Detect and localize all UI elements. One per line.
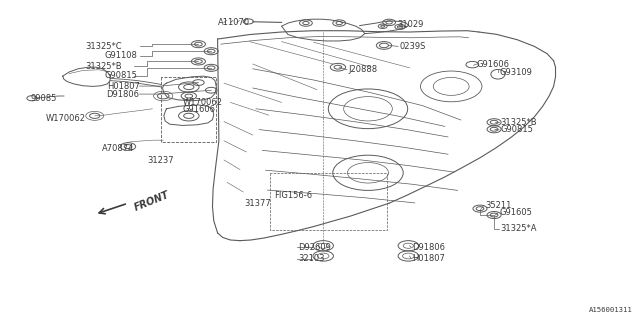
Text: 35211: 35211 xyxy=(485,201,511,210)
Text: 31029: 31029 xyxy=(397,20,423,28)
Text: J20888: J20888 xyxy=(349,65,378,74)
Text: G93109: G93109 xyxy=(499,68,532,76)
Text: H01807: H01807 xyxy=(107,82,140,91)
Text: FIG156-6: FIG156-6 xyxy=(274,191,312,200)
Text: 31377: 31377 xyxy=(244,199,271,208)
Text: 0239S: 0239S xyxy=(400,42,426,51)
Text: 31325*B: 31325*B xyxy=(500,118,537,127)
Text: 99085: 99085 xyxy=(31,94,57,103)
Text: FRONT: FRONT xyxy=(133,189,172,212)
Text: 31325*A: 31325*A xyxy=(500,224,537,233)
Text: A11070: A11070 xyxy=(218,18,250,27)
Text: G91606: G91606 xyxy=(182,105,216,114)
Text: 32103: 32103 xyxy=(298,254,324,263)
Text: G91108: G91108 xyxy=(105,51,138,60)
Text: W170062: W170062 xyxy=(46,114,86,123)
Text: G90815: G90815 xyxy=(500,125,533,134)
Text: G91605: G91605 xyxy=(499,208,532,217)
Text: 31325*C: 31325*C xyxy=(85,42,122,51)
Text: D91806: D91806 xyxy=(106,90,140,99)
Text: H01807: H01807 xyxy=(412,254,445,263)
Text: D91806: D91806 xyxy=(412,243,445,252)
Text: W170062: W170062 xyxy=(182,98,223,107)
Text: D92609: D92609 xyxy=(298,243,331,252)
Text: G90815: G90815 xyxy=(105,71,138,80)
Text: G91606: G91606 xyxy=(477,60,510,68)
Text: A156001311: A156001311 xyxy=(589,307,632,313)
Text: 31325*B: 31325*B xyxy=(85,62,122,71)
Text: A70874: A70874 xyxy=(102,144,135,153)
Text: 31237: 31237 xyxy=(147,156,174,165)
